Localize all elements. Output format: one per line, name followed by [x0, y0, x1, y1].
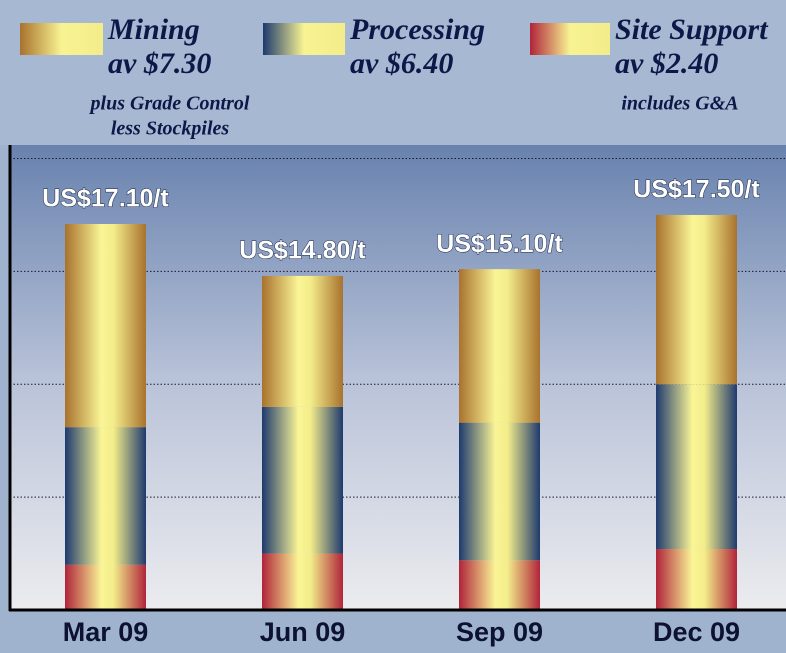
x-tick-label: Mar 09: [63, 617, 149, 647]
bar-segment: [656, 549, 737, 610]
bar-segment: [459, 269, 540, 423]
legend-label: Mining: [107, 13, 200, 46]
total-label: US$15.10/t: [436, 230, 563, 258]
legend-label: Site Support: [615, 13, 769, 46]
bar-segment: [65, 564, 146, 610]
legend-swatch: [530, 23, 610, 55]
legend-label: Processing: [349, 13, 485, 46]
legend-area: [0, 0, 786, 145]
legend-note: plus Grade Control: [89, 93, 250, 115]
bar-segment: [65, 427, 146, 565]
legend-note: includes G&A: [621, 93, 738, 115]
legend-average: av $6.40: [350, 47, 453, 80]
legend-average: av $7.30: [108, 47, 211, 80]
total-label: US$14.80/t: [239, 237, 366, 265]
bar-segment: [656, 384, 737, 550]
total-label: US$17.10/t: [42, 185, 169, 213]
x-tick-label: Jun 09: [260, 617, 346, 647]
bar-segment: [262, 275, 343, 407]
bar-segment: [656, 214, 737, 385]
bar-segment: [262, 553, 343, 610]
legend-average: av $2.40: [615, 47, 718, 80]
total-label: US$17.50/t: [633, 176, 760, 204]
bar-segment: [459, 422, 540, 561]
legend-note: less Stockpiles: [111, 118, 230, 140]
bar-segment: [262, 406, 343, 554]
x-tick-label: Dec 09: [653, 617, 740, 647]
legend-swatch: [263, 23, 345, 55]
bar-segment: [65, 224, 146, 428]
legend-swatch: [20, 23, 103, 55]
x-tick-label: Sep 09: [456, 617, 543, 647]
bar-segment: [459, 560, 540, 610]
